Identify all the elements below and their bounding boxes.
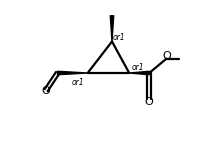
Polygon shape <box>58 71 88 75</box>
Text: or1: or1 <box>131 64 144 72</box>
Text: O: O <box>162 51 171 61</box>
Polygon shape <box>110 16 114 41</box>
Text: O: O <box>42 86 50 96</box>
Text: or1: or1 <box>113 33 125 42</box>
Text: or1: or1 <box>71 78 84 87</box>
Text: O: O <box>145 97 154 107</box>
Polygon shape <box>129 71 149 75</box>
